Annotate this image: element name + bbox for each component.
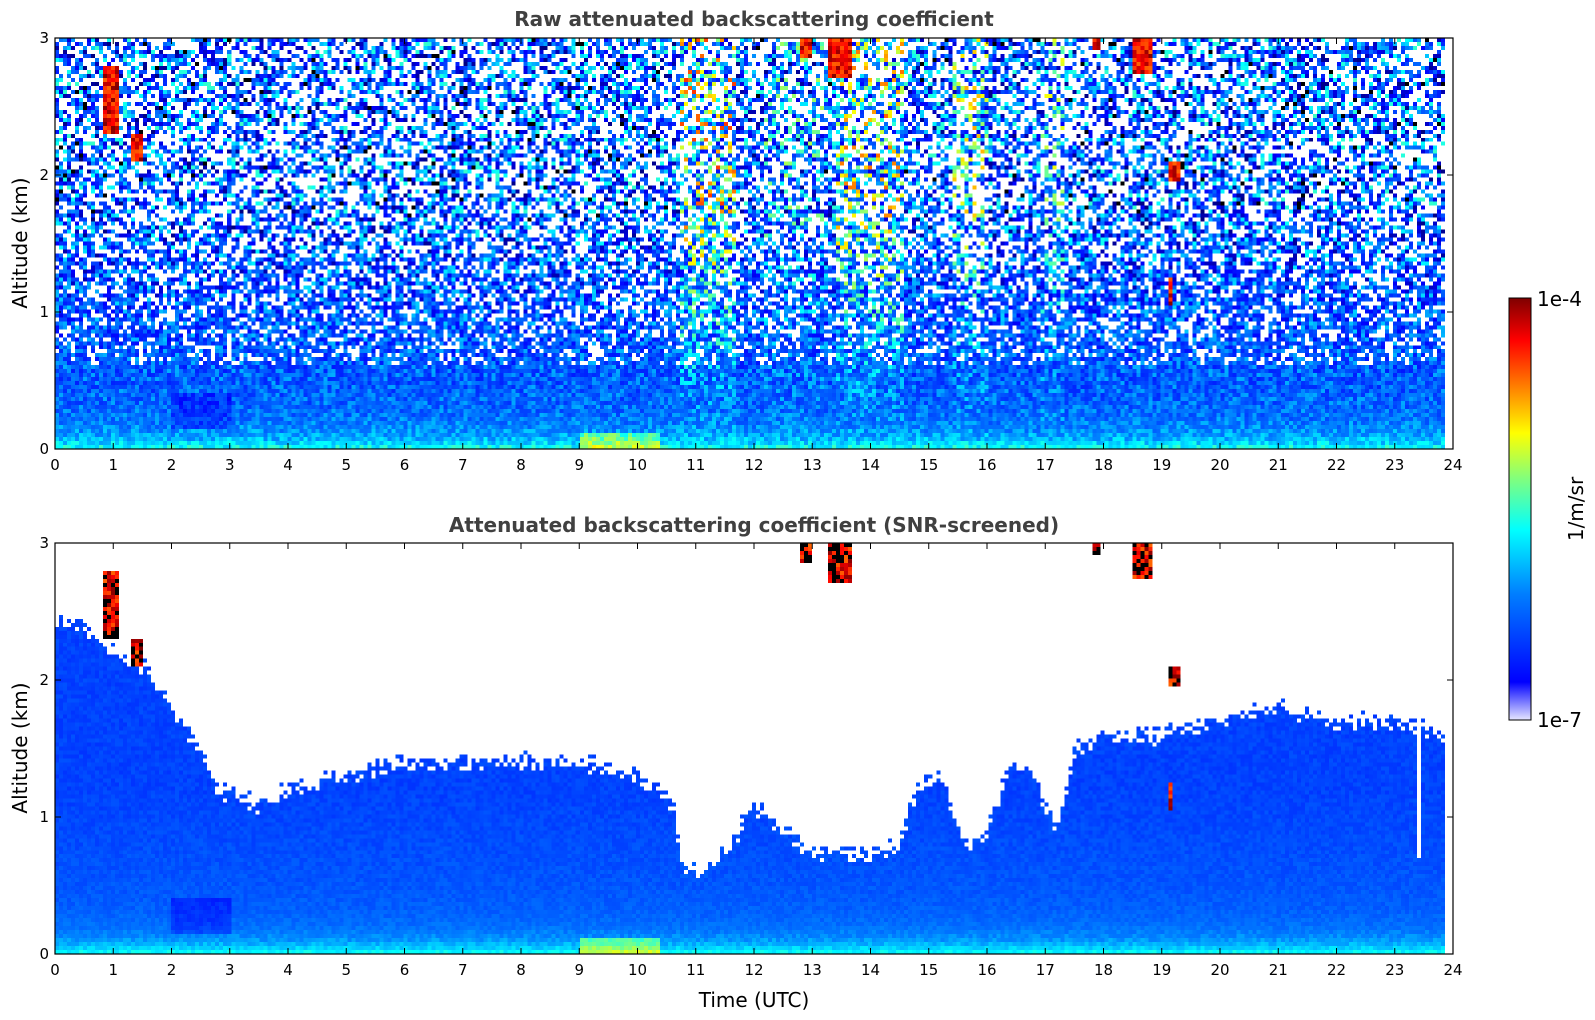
x-tick-label: 17 (1036, 456, 1055, 474)
y-tick-label: 1 (39, 303, 49, 321)
y-tick-label: 1 (39, 808, 49, 826)
panel-raw: Raw attenuated backscattering coefficien… (8, 7, 1463, 474)
x-tick-label: 15 (919, 456, 938, 474)
x-tick-label: 0 (50, 456, 60, 474)
x-tick-label: 19 (1152, 456, 1171, 474)
y-tick-label: 2 (39, 166, 49, 184)
panel-screened-ylabel: Altitude (km) (8, 682, 32, 813)
x-tick-label: 12 (744, 961, 763, 979)
y-tick-label: 0 (39, 440, 49, 458)
x-tick-label: 10 (628, 456, 647, 474)
x-tick-label: 11 (686, 961, 705, 979)
x-tick-label: 7 (458, 961, 468, 979)
x-tick-label: 16 (977, 961, 996, 979)
x-tick-label: 14 (861, 961, 880, 979)
x-tick-label: 0 (50, 961, 60, 979)
raw-heatmap (55, 38, 1453, 449)
panel-raw-ticks: 0 1 2 3 4 5 6 7 8 9 10 11 12 13 14 15 16 17 18 19 20 21 22 23 24… (39, 29, 1462, 474)
y-tick-label: 3 (39, 534, 49, 552)
x-tick-label: 12 (744, 456, 763, 474)
x-tick-label: 24 (1443, 961, 1462, 979)
x-tick-label: 3 (225, 456, 235, 474)
x-tick-label: 8 (516, 456, 526, 474)
x-tick-label: 13 (803, 961, 822, 979)
x-tick-label: 18 (1094, 456, 1113, 474)
x-tick-label: 2 (167, 961, 177, 979)
x-tick-label: 23 (1385, 961, 1404, 979)
x-tick-label: 4 (283, 961, 293, 979)
x-tick-label: 16 (977, 456, 996, 474)
x-tick-label: 21 (1269, 456, 1288, 474)
x-tick-label: 6 (400, 961, 410, 979)
x-tick-label: 23 (1385, 456, 1404, 474)
x-tick-label: 24 (1443, 456, 1462, 474)
x-tick-label: 5 (341, 961, 351, 979)
x-tick-label: 7 (458, 456, 468, 474)
panel-screened-ticks: 0 1 2 3 4 5 6 7 8 9 10 11 12 13 14 15 16 17 18 19 20 21 22 23 24… (39, 534, 1462, 979)
x-tick-label: 3 (225, 961, 235, 979)
y-tick-label: 3 (39, 29, 49, 47)
panel-screened: Attenuated backscattering coefficient (S… (8, 513, 1463, 1012)
panel-raw-title: Raw attenuated backscattering coefficien… (514, 7, 994, 31)
x-tick-label: 11 (686, 456, 705, 474)
colorbar: 1e-4 1e-7 1/m/sr (1508, 287, 1588, 732)
x-tick-label: 8 (516, 961, 526, 979)
x-tick-label: 9 (574, 961, 584, 979)
panel-screened-xlabel: Time (UTC) (698, 988, 810, 1012)
x-tick-label: 21 (1269, 961, 1288, 979)
x-tick-label: 14 (861, 456, 880, 474)
x-tick-label: 4 (283, 456, 293, 474)
panel-raw-ylabel: Altitude (km) (8, 177, 32, 308)
y-tick-label: 0 (39, 945, 49, 963)
x-tick-label: 19 (1152, 961, 1171, 979)
x-tick-label: 6 (400, 456, 410, 474)
y-tick-label: 2 (39, 671, 49, 689)
x-tick-label: 2 (167, 456, 177, 474)
colorbar-max-label: 1e-4 (1537, 287, 1582, 311)
colorbar-min-label: 1e-7 (1537, 708, 1582, 732)
panel-screened-title: Attenuated backscattering coefficient (S… (449, 513, 1059, 537)
x-tick-label: 20 (1210, 456, 1229, 474)
x-tick-label: 9 (574, 456, 584, 474)
screened-heatmap (55, 543, 1453, 954)
x-tick-label: 5 (341, 456, 351, 474)
x-tick-label: 15 (919, 961, 938, 979)
colorbar-unit-label: 1/m/sr (1564, 476, 1588, 541)
x-tick-label: 22 (1327, 456, 1346, 474)
x-tick-label: 18 (1094, 961, 1113, 979)
x-tick-label: 1 (108, 961, 118, 979)
x-tick-label: 17 (1036, 961, 1055, 979)
x-tick-label: 10 (628, 961, 647, 979)
colorbar-bar (1508, 297, 1532, 721)
x-tick-label: 20 (1210, 961, 1229, 979)
x-tick-label: 22 (1327, 961, 1346, 979)
x-tick-label: 1 (108, 456, 118, 474)
x-tick-label: 13 (803, 456, 822, 474)
